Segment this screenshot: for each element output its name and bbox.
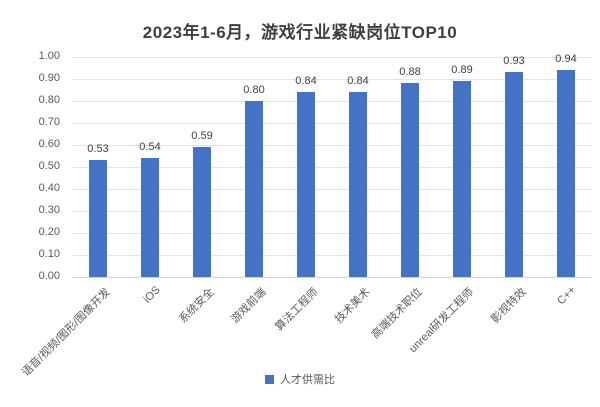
bar-value-label: 0.53 xyxy=(87,143,109,156)
legend-marker-icon xyxy=(265,374,274,384)
x-tick-label: 算法工程师 xyxy=(273,286,321,334)
gridline xyxy=(72,79,592,80)
y-tick-label: 0.00 xyxy=(38,270,60,282)
bar-column: 0.84 xyxy=(332,57,384,277)
x-tick-label: 语音/视频/图形/图像开发 xyxy=(19,286,113,379)
chart-title: 2023年1-6月，游戏行业紧缺岗位TOP10 xyxy=(142,23,458,42)
gridline xyxy=(72,167,592,168)
bar-value-label: 0.94 xyxy=(555,53,577,66)
x-tick-label: 影视特效 xyxy=(489,286,529,326)
bar xyxy=(557,70,575,277)
bar-column: 0.88 xyxy=(384,57,436,277)
y-tick-label: 0.40 xyxy=(38,182,60,194)
bar-column: 0.54 xyxy=(124,57,176,277)
x-tick-label: C++ xyxy=(555,284,579,308)
bar-value-label: 0.80 xyxy=(243,84,265,96)
y-tick-label: 0.20 xyxy=(38,226,60,238)
gridline xyxy=(72,101,592,102)
y-tick-label: 0.90 xyxy=(38,72,60,84)
bar xyxy=(453,81,471,277)
y-tick-label: 0.10 xyxy=(38,248,60,260)
bar-value-label: 0.88 xyxy=(399,66,421,79)
gridline xyxy=(72,211,592,212)
bar-column: 0.53 xyxy=(72,57,124,277)
x-tick-label: iOS xyxy=(141,284,163,306)
y-tick-label: 1.00 xyxy=(38,50,60,62)
gridline xyxy=(72,123,592,124)
bar-value-label: 0.84 xyxy=(347,75,369,88)
y-tick-label: 0.30 xyxy=(38,204,60,216)
bar xyxy=(141,158,159,277)
gridline xyxy=(72,145,592,146)
bar xyxy=(297,92,315,277)
bar xyxy=(89,160,107,277)
bar-value-label: 0.93 xyxy=(503,55,525,68)
x-tick-label: 系统安全 xyxy=(177,286,217,326)
y-tick-label: 0.80 xyxy=(38,94,60,106)
bar-column: 0.80 xyxy=(228,57,280,277)
gridline xyxy=(72,255,592,256)
bar xyxy=(349,92,367,277)
gridline xyxy=(72,57,592,58)
bar-column: 0.59 xyxy=(176,57,228,277)
y-tick-label: 0.60 xyxy=(38,138,60,150)
bar xyxy=(401,83,419,277)
bar-column: 0.89 xyxy=(436,57,488,277)
bar-column: 0.93 xyxy=(488,55,540,277)
y-axis-labels: 0.00 0.10 0.20 0.30 0.40 0.50 0.60 0.70 0.80 0.90… xyxy=(0,50,64,282)
bar-value-label: 0.54 xyxy=(139,141,161,154)
bar-value-label: 0.59 xyxy=(191,130,213,143)
gridline xyxy=(72,189,592,190)
bar xyxy=(505,72,523,277)
y-tick-label: 0.50 xyxy=(38,160,60,172)
bar xyxy=(193,147,211,277)
bar-column: 0.84 xyxy=(280,57,332,277)
legend-label: 人才供需比 xyxy=(280,374,335,386)
x-tick-label: 技术美术 xyxy=(333,286,373,326)
bar-value-label: 0.89 xyxy=(451,64,473,77)
bar-column: 0.94 xyxy=(540,53,592,277)
y-tick-label: 0.70 xyxy=(38,116,60,128)
x-tick-label: 游戏前端 xyxy=(229,286,269,326)
legend: 人才供需比 xyxy=(0,371,600,387)
gridline xyxy=(72,233,592,234)
bar xyxy=(245,101,263,277)
x-axis-baseline xyxy=(72,277,592,278)
plot-area: 0.53 0.54 0.59 0.80 0.84 0.84 0.88 0.89 0.93 0.94 xyxy=(72,53,592,278)
bar-value-label: 0.84 xyxy=(295,75,317,88)
